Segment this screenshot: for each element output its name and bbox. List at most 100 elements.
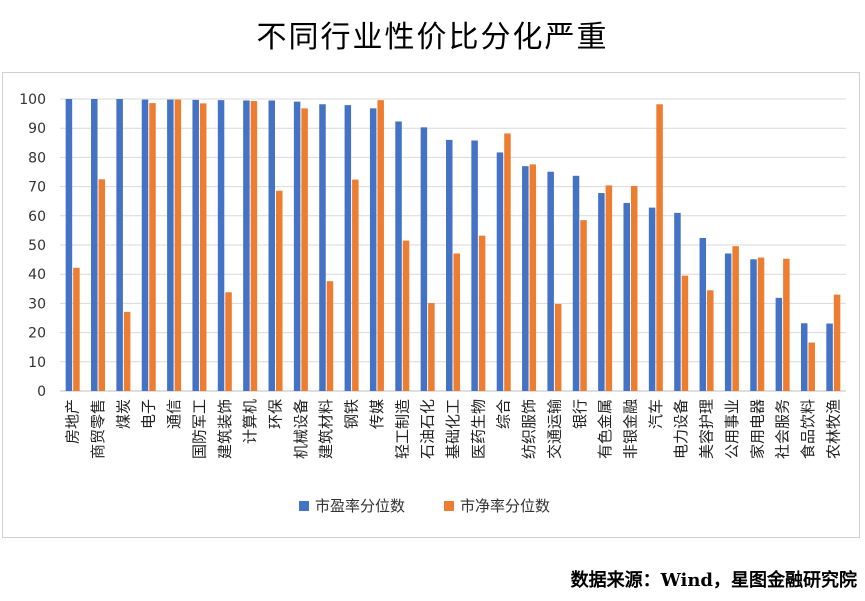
bar-市净率分位数 [808, 342, 815, 391]
category-label: 轻工制造 [393, 399, 411, 459]
chart-title: 不同行业性价比分化严重 [256, 20, 609, 55]
category-label: 煤炭 [114, 399, 132, 429]
category-label: 美容护理 [698, 399, 716, 459]
bar-市盈率分位数 [116, 99, 123, 391]
y-tick-label: 60 [28, 209, 46, 225]
bar-市净率分位数 [529, 164, 537, 391]
category-label: 有色金属 [596, 399, 614, 459]
bar-市盈率分位数 [471, 140, 478, 391]
y-tick-label: 100 [19, 92, 46, 108]
bar-市盈率分位数 [547, 171, 554, 391]
category-label: 计算机 [241, 399, 259, 444]
y-tick-label: 50 [28, 238, 46, 254]
bar-市盈率分位数 [800, 323, 808, 391]
category-label: 公用事业 [723, 399, 741, 459]
bar-市盈率分位数 [167, 99, 174, 392]
y-tick-label: 30 [28, 296, 46, 312]
bar-市盈率分位数 [750, 259, 757, 391]
y-tick-label: 40 [28, 267, 46, 283]
bar-市净率分位数 [656, 104, 663, 392]
bar-市盈率分位数 [65, 99, 73, 391]
category-label: 社会服务 [774, 399, 792, 459]
bar-市盈率分位数 [319, 104, 326, 392]
bar-市盈率分位数 [598, 193, 605, 391]
category-label: 通信 [165, 399, 183, 429]
category-label: 环保 [267, 399, 285, 429]
bar-市净率分位数 [478, 235, 486, 391]
bar-市净率分位数 [630, 186, 638, 391]
category-label: 交通运输 [545, 399, 563, 459]
bar-市盈率分位数 [91, 99, 98, 391]
bar-市净率分位数 [377, 100, 384, 391]
bar-市盈率分位数 [369, 108, 377, 392]
chart-frame: 0 10 20 30 40 50 60 70 80 90 100 房地产 商贸零售 煤炭 电子 通信 国防军工建… [2, 72, 860, 538]
category-label: 家用电器 [748, 399, 766, 459]
bar-市盈率分位数 [243, 100, 250, 392]
bar-市盈率分位数 [268, 100, 276, 392]
bar-市净率分位数 [301, 108, 308, 392]
bar-市净率分位数 [276, 190, 283, 391]
bar-市净率分位数 [326, 281, 334, 391]
category-label: 石油石化 [419, 399, 437, 459]
category-label: 农林牧渔 [824, 399, 842, 459]
y-tick-label: 70 [28, 180, 46, 196]
y-tick-label: 10 [28, 355, 46, 371]
y-tick-label: 0 [37, 384, 46, 400]
bar-市净率分位数 [732, 246, 739, 391]
category-label: 汽车 [647, 399, 665, 429]
data-source-note: 数据来源：Wind，星图金融研究院 [570, 570, 857, 591]
bar-市净率分位数 [605, 185, 613, 391]
bar-市净率分位数 [174, 99, 182, 392]
category-label: 建筑装饰 [216, 399, 234, 459]
legend-label: 市净率分位数 [460, 497, 550, 515]
bar-市净率分位数 [707, 290, 714, 391]
bar-市净率分位数 [73, 267, 80, 391]
bar-市净率分位数 [504, 133, 511, 391]
bar-市盈率分位数 [344, 105, 352, 391]
legend-swatch [444, 501, 454, 511]
category-label: 传媒 [368, 399, 386, 429]
category-label: 机械设备 [292, 399, 310, 459]
category-label: 钢铁 [343, 399, 361, 429]
bar-市盈率分位数 [674, 212, 681, 391]
category-label: 房地产 [64, 399, 82, 444]
category-label: 医药生物 [469, 399, 487, 459]
category-label: 食品饮料 [799, 399, 817, 459]
bar-市净率分位数 [783, 258, 790, 391]
category-label: 非银金融 [621, 399, 639, 459]
bar-市盈率分位数 [420, 127, 428, 391]
bar-市净率分位数 [453, 253, 460, 391]
bar-市净率分位数 [225, 292, 232, 391]
category-label: 银行 [571, 399, 589, 429]
bar-市净率分位数 [554, 303, 562, 391]
bar-市盈率分位数 [293, 101, 301, 392]
bar-市盈率分位数 [217, 100, 225, 391]
bar-市净率分位数 [580, 220, 587, 391]
bar-市净率分位数 [757, 257, 765, 391]
category-label: 电子 [140, 399, 158, 429]
y-tick-label: 90 [28, 121, 46, 137]
bar-市盈率分位数 [395, 121, 402, 391]
bar-市净率分位数 [123, 311, 131, 391]
legend-label: 市盈率分位数 [315, 497, 405, 515]
bar-市盈率分位数 [522, 166, 529, 391]
bar-市净率分位数 [352, 179, 359, 391]
category-label: 建筑材料 [317, 399, 335, 459]
bar-市净率分位数 [199, 103, 207, 391]
bar-市净率分位数 [149, 103, 156, 391]
y-tick-label: 80 [28, 150, 46, 166]
category-label: 商贸零售 [89, 399, 107, 459]
bar-市盈率分位数 [496, 152, 504, 391]
category-label: 国防军工 [190, 399, 208, 459]
bar-市盈率分位数 [775, 297, 783, 391]
bar-市净率分位数 [402, 240, 410, 391]
bar-市盈率分位数 [192, 99, 199, 391]
bar-市净率分位数 [428, 303, 435, 391]
bar-市净率分位数 [98, 179, 106, 391]
bar-市盈率分位数 [724, 253, 732, 391]
bar-市盈率分位数 [826, 323, 833, 391]
bar-市盈率分位数 [648, 207, 656, 391]
bar-市净率分位数 [833, 294, 841, 391]
bar-市净率分位数 [250, 101, 258, 391]
category-label: 基础化工 [444, 399, 462, 459]
